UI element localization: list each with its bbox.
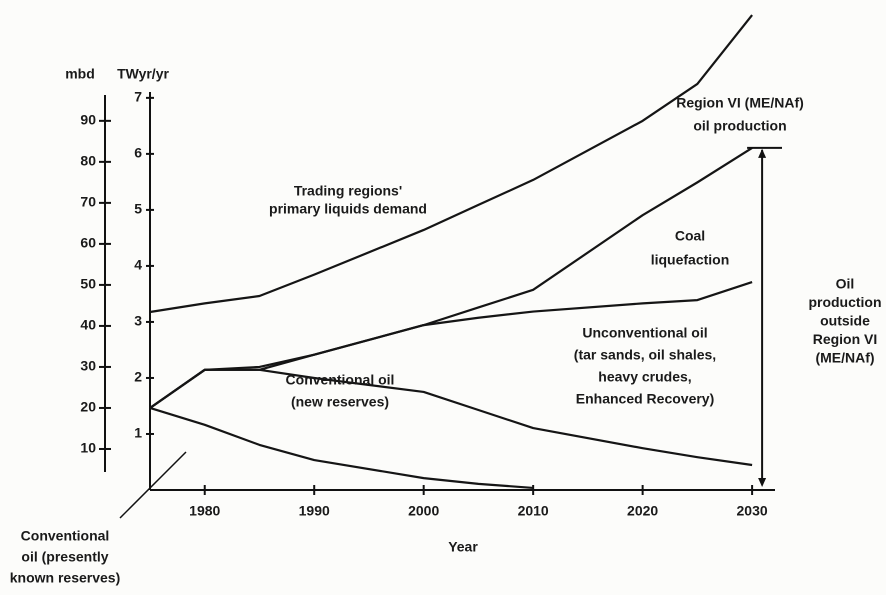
y-tick-label: 30 xyxy=(80,358,96,374)
y-tick-label: 80 xyxy=(80,153,96,169)
annotation: primary liquids demand xyxy=(269,201,427,217)
y-tick-label: 20 xyxy=(80,399,96,415)
annotation: (tar sands, oil shales, xyxy=(574,347,716,363)
annotation: production xyxy=(808,294,881,310)
series-line xyxy=(149,368,753,467)
y-tick-label: 60 xyxy=(80,235,96,251)
annotation: Oil xyxy=(836,276,855,292)
y-tick-label: 50 xyxy=(80,276,96,292)
y2-axis-label: TWyr/yr xyxy=(117,66,169,82)
pointer xyxy=(119,451,187,519)
y2-tick-label: 4 xyxy=(134,257,142,273)
annotation: outside xyxy=(820,313,870,329)
annotation: Coal xyxy=(675,228,705,244)
annotation: heavy crudes, xyxy=(598,369,691,385)
annotation: (new reserves) xyxy=(291,394,389,410)
series-line xyxy=(149,406,534,490)
annotation: oil production xyxy=(693,118,786,134)
series-line xyxy=(149,14,753,314)
y-tick-label: 10 xyxy=(80,440,96,456)
x-tick-label: 1990 xyxy=(299,503,330,519)
x-tick-label: 2010 xyxy=(518,503,549,519)
series-line xyxy=(149,280,753,409)
annotation: Region VI xyxy=(813,331,878,347)
y2-tick-label: 3 xyxy=(134,313,142,329)
annotation: Region VI (ME/NAf) xyxy=(676,95,804,111)
y2-tick-label: 7 xyxy=(134,89,142,105)
arrow-head xyxy=(758,148,767,158)
annotation: liquefaction xyxy=(651,252,730,268)
y-tick-label: 40 xyxy=(80,317,96,333)
x-tick-label: 2030 xyxy=(737,503,768,519)
y-tick-label: 70 xyxy=(80,194,96,210)
y2-tick-label: 2 xyxy=(134,369,142,385)
x-tick-label: 2020 xyxy=(627,503,658,519)
annotation: oil (presently xyxy=(21,549,108,565)
annotation: Unconventional oil xyxy=(582,325,707,341)
x-tick-label: 2000 xyxy=(408,503,439,519)
y2-tick-label: 6 xyxy=(134,145,142,161)
x-axis-label: Year xyxy=(448,539,478,555)
annotation: Conventional xyxy=(21,528,110,544)
y-tick-label: 90 xyxy=(80,112,96,128)
y-axis-label: mbd xyxy=(65,66,95,82)
annotation: known reserves) xyxy=(10,570,121,586)
arrow-head xyxy=(758,478,767,487)
x-tick-label: 1980 xyxy=(189,503,220,519)
annotation: Conventional oil xyxy=(286,372,395,388)
annotation: Enhanced Recovery) xyxy=(576,391,715,407)
annotation: Trading regions' xyxy=(294,183,402,199)
y2-tick-label: 1 xyxy=(134,425,142,441)
y2-tick-label: 5 xyxy=(134,201,142,217)
annotation: (ME/NAf) xyxy=(815,350,874,366)
